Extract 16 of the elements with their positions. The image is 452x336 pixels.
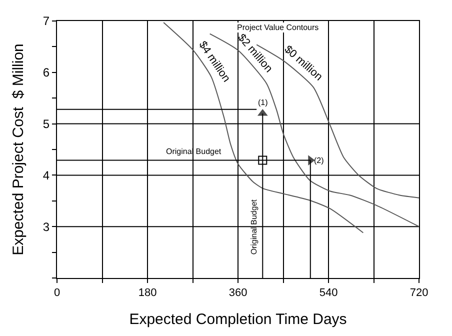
x-tick-label: 540: [319, 287, 338, 300]
y-tick-label: 6: [42, 66, 50, 80]
annotation: Project Value Contours: [237, 23, 319, 32]
y-tick-label: 4: [42, 168, 50, 182]
annotation: (2): [314, 156, 324, 165]
x-tick-label: 720: [410, 287, 428, 300]
x-axis-title: Expected Completion Time Days: [129, 311, 347, 328]
x-tick-label: 360: [228, 287, 248, 300]
y-tick-label: 5: [42, 117, 50, 131]
x-tick-label: 180: [138, 287, 157, 300]
y-tick-label: 7: [42, 14, 50, 28]
text: Original Budget: [250, 198, 259, 255]
annotation: (1): [258, 98, 268, 107]
x-tick-label: 0: [54, 287, 60, 300]
y-tick-label: 3: [42, 220, 50, 234]
y-axis-title: Expected Project Cost $ Million: [10, 44, 28, 256]
